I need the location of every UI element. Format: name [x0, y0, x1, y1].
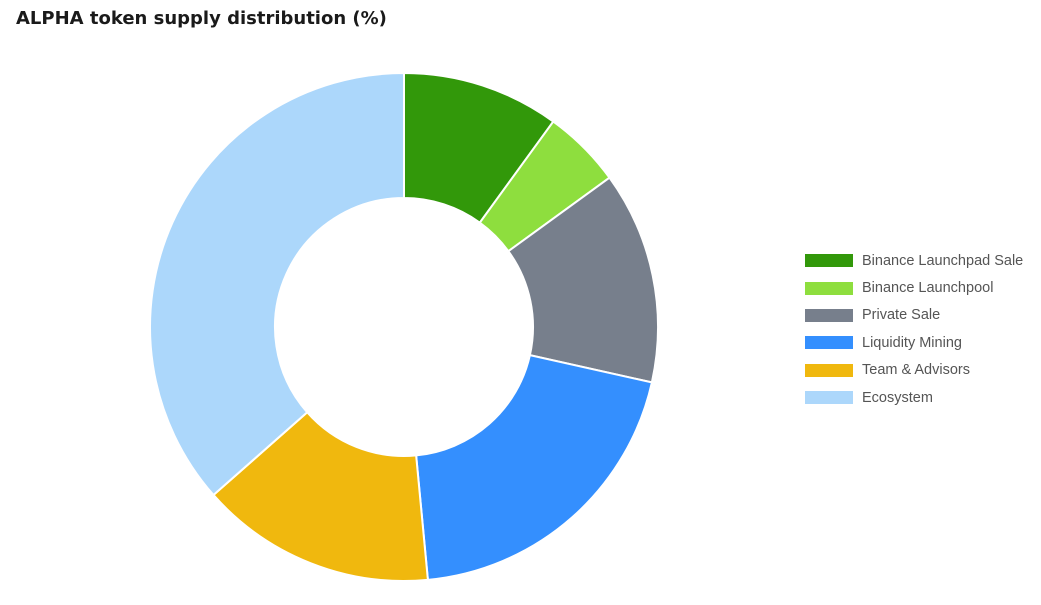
legend-label: Liquidity Mining	[862, 334, 962, 351]
legend-label: Team & Advisors	[862, 362, 970, 379]
slice-ecosystem[interactable]	[149, 71, 405, 497]
legend-item-private-sale[interactable]: Private Sale	[805, 302, 1023, 329]
legend-item-binance-launchpad-sale[interactable]: Binance Launchpad Sale	[805, 247, 1023, 274]
slice-liquidity-mining[interactable]	[415, 353, 654, 581]
legend-label: Binance Launchpad Sale	[862, 252, 1024, 269]
legend-swatch	[805, 363, 853, 377]
legend-item-binance-launchpool[interactable]: Binance Launchpool	[805, 274, 1023, 301]
legend-swatch	[805, 254, 853, 268]
legend-item-team-and-advisors[interactable]: Team & Advisors	[805, 357, 1023, 384]
legend-label: Ecosystem	[862, 389, 933, 406]
chart-legend: Binance Launchpad Sale Binance Launchpool…	[805, 247, 1023, 411]
legend-label: Private Sale	[862, 307, 941, 324]
chart-title: ALPHA token supply distribution (%)	[16, 8, 387, 29]
legend-item-liquidity-mining[interactable]: Liquidity Mining	[805, 329, 1023, 356]
legend-swatch	[805, 391, 853, 405]
legend-item-ecosystem[interactable]: Ecosystem	[805, 384, 1023, 411]
legend-swatch	[805, 281, 853, 295]
slice-team-and-advisors[interactable]	[212, 410, 429, 582]
legend-swatch	[805, 308, 853, 322]
donut-slices	[149, 71, 659, 582]
legend-swatch	[805, 336, 853, 350]
legend-label: Binance Launchpool	[862, 280, 994, 297]
slice-private-sale[interactable]	[506, 176, 659, 384]
